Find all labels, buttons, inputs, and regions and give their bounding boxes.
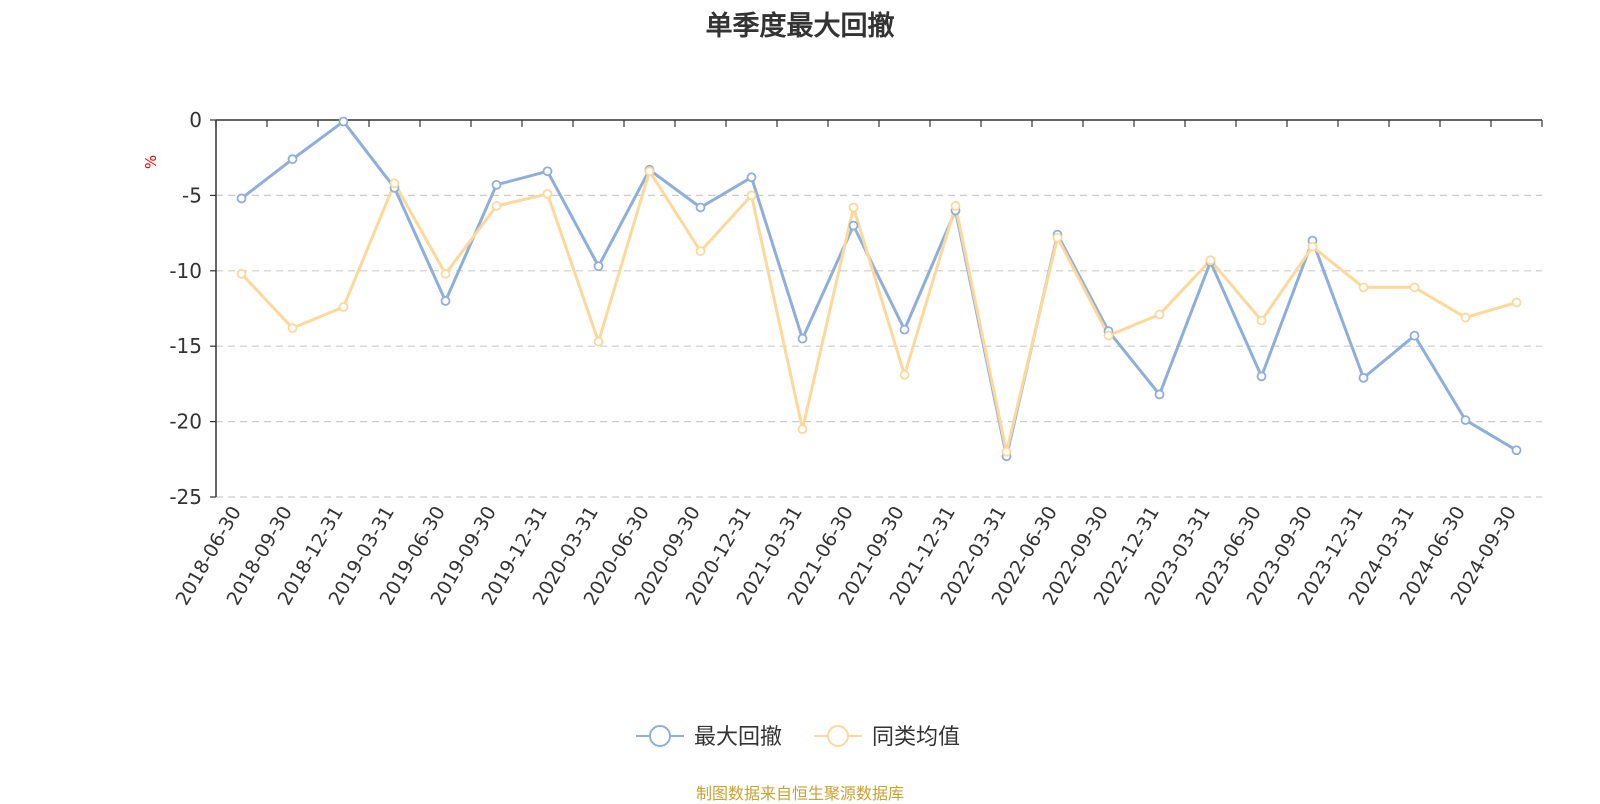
- data-point[interactable]: [950, 201, 961, 211]
- data-point[interactable]: [899, 324, 910, 335]
- legend-label: 同类均值: [872, 725, 960, 750]
- series-line-2: [240, 169, 1517, 454]
- data-point[interactable]: [1001, 446, 1012, 457]
- data-point[interactable]: [746, 172, 757, 183]
- data-point[interactable]: [1154, 389, 1165, 400]
- data-point[interactable]: [440, 296, 451, 306]
- data-point[interactable]: [1409, 282, 1420, 293]
- data-source-note: 制图数据来自恒生聚源数据库: [695, 784, 904, 803]
- legend-marker: [827, 725, 849, 747]
- data-point[interactable]: [338, 116, 349, 127]
- data-point[interactable]: [491, 201, 502, 211]
- data-point[interactable]: [1409, 330, 1420, 341]
- data-point[interactable]: [797, 424, 808, 435]
- data-point[interactable]: [1511, 297, 1522, 308]
- data-point[interactable]: [644, 166, 655, 177]
- data-point[interactable]: [593, 336, 604, 347]
- y-tick-label: -15: [169, 334, 202, 358]
- y-tick-label: -5: [182, 183, 202, 207]
- data-point[interactable]: [1358, 282, 1369, 293]
- data-point[interactable]: [491, 179, 502, 190]
- legend-item-2[interactable]: 同类均值: [814, 725, 960, 750]
- data-point[interactable]: [1460, 415, 1471, 425]
- chart-area: 0-5-10-15-20-252018-06-302018-09-302018-…: [142, 108, 1543, 750]
- data-point[interactable]: [695, 246, 706, 257]
- axes: 0-5-10-15-20-252018-06-302018-09-302018-…: [169, 108, 1543, 609]
- data-point[interactable]: [899, 369, 910, 380]
- data-point[interactable]: [1154, 309, 1165, 320]
- data-point[interactable]: [1460, 312, 1471, 323]
- data-point[interactable]: [848, 202, 859, 213]
- data-point[interactable]: [542, 166, 553, 177]
- legend: 最大回撤 同类均值: [636, 725, 960, 750]
- data-point[interactable]: [1511, 445, 1522, 456]
- series-lines: [236, 116, 1522, 462]
- data-point[interactable]: [1052, 232, 1063, 243]
- data-point[interactable]: [287, 154, 298, 165]
- data-point[interactable]: [1307, 241, 1318, 252]
- series-line-1: [240, 120, 1518, 458]
- data-point[interactable]: [1256, 371, 1267, 382]
- data-point[interactable]: [440, 268, 451, 279]
- data-point[interactable]: [1256, 315, 1267, 326]
- y-axis-label: %: [142, 155, 160, 169]
- data-point[interactable]: [797, 333, 808, 344]
- chart-title: 单季度最大回撤: [705, 11, 895, 42]
- legend-item-1[interactable]: 最大回撤: [636, 725, 782, 750]
- data-point[interactable]: [236, 268, 247, 279]
- data-point[interactable]: [542, 188, 553, 199]
- data-point[interactable]: [338, 302, 349, 312]
- legend-marker: [649, 725, 671, 747]
- y-tick-label: -25: [169, 485, 202, 509]
- grid-lines: [216, 194, 1542, 498]
- data-point[interactable]: [1103, 330, 1114, 341]
- y-tick-label: -10: [169, 259, 202, 283]
- data-point[interactable]: [593, 261, 604, 272]
- data-point[interactable]: [695, 202, 706, 213]
- data-point[interactable]: [1205, 255, 1216, 266]
- data-point[interactable]: [746, 190, 757, 201]
- data-point[interactable]: [1358, 372, 1369, 383]
- data-point[interactable]: [389, 178, 400, 189]
- y-tick-label: 0: [189, 108, 202, 132]
- y-tick-label: -20: [169, 410, 202, 434]
- data-point[interactable]: [848, 220, 859, 231]
- legend-label: 最大回撤: [694, 725, 782, 750]
- data-point[interactable]: [236, 193, 247, 204]
- data-point[interactable]: [287, 323, 298, 334]
